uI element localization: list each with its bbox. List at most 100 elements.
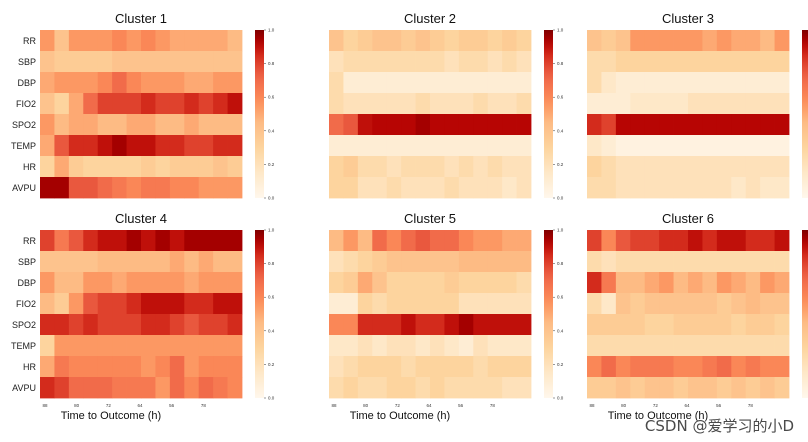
heatmap-cell [601,93,617,115]
heatmap-cell [644,272,660,294]
heatmap-cell [458,30,474,52]
heatmap-cell [644,293,660,315]
heatmap-cell [659,93,674,115]
heatmap-cell [126,377,142,399]
heatmap-cell [502,156,517,178]
heatmap-cell [702,156,718,178]
heatmap-cell [587,93,602,115]
heatmap-cell [401,51,416,73]
heatmap-cell [587,335,602,357]
heatmap-cell [601,335,617,357]
heatmap-cell [745,72,761,94]
heatmap-cell [415,314,431,336]
heatmap-cell [54,272,70,294]
heatmap-cell [329,314,344,336]
heatmap-cell [430,114,445,136]
row-label-avpu: AVPU [12,383,36,393]
heatmap-cell [615,335,631,357]
heatmap-cell [745,93,761,115]
row-label-temp: TEMP [11,141,36,151]
heatmap-cell [502,177,517,199]
heatmap-cell [644,251,660,273]
heatmap-cell [198,335,214,357]
heatmap-cell [458,272,474,294]
heatmap-cell [372,51,388,73]
heatmap-cell [401,377,416,399]
heatmap-cell [659,72,674,94]
heatmap-cell [83,272,99,294]
heatmap-cell [615,30,631,52]
heatmap-cell [644,72,660,94]
heatmap-cell [343,314,359,336]
heatmap-cell [760,335,775,357]
heatmap-cell [386,251,402,273]
heatmap-cell [68,51,84,73]
heatmap-cell [702,377,718,399]
heatmap-cell [68,335,84,357]
heatmap-cell [745,177,761,199]
heatmap-cell [40,356,55,378]
heatmap-cell [587,177,602,199]
heatmap-cell [702,135,718,157]
heatmap-cell [213,230,228,252]
heatmap-cell [688,377,703,399]
heatmap-cell [716,335,732,357]
heatmap-cell [40,335,55,357]
heatmap-cell [386,114,402,136]
heatmap-cell [774,335,790,357]
heatmap-cell [169,135,185,157]
x-tick-label: 78 [490,403,496,408]
heatmap-cell [502,335,517,357]
heatmap-cell [716,156,732,178]
heatmap-cell [516,177,532,199]
heatmap-cell [343,135,359,157]
heatmap-cell [112,135,127,157]
heatmap-cell [615,377,631,399]
heatmap-cell [155,135,171,157]
heatmap-cell [54,377,70,399]
heatmap-cell [731,293,747,315]
heatmap-cell [198,51,214,73]
heatmap-cell [601,230,617,252]
heatmap-cell [97,251,113,273]
heatmap-cell [774,156,790,178]
heatmap-cell [458,251,474,273]
heatmap-cell [141,377,156,399]
heatmap-cell [68,30,84,52]
heatmap-cell [68,177,84,199]
heatmap-cell [40,156,55,178]
heatmap-cell [415,135,431,157]
heatmap-cell [343,72,359,94]
heatmap-cell [659,30,674,52]
heatmap-cell [357,114,373,136]
heatmap-cell [213,72,228,94]
heatmap-cell [473,93,489,115]
heatmap-cell [155,93,171,115]
heatmap-cell [40,251,55,273]
heatmap-cell [601,114,617,136]
heatmap-cell [673,293,689,315]
heatmap-cell [430,135,445,157]
heatmap-cell [673,251,689,273]
heatmap-cell [615,51,631,73]
heatmap-cell [112,272,127,294]
heatmap-cell [40,114,55,136]
heatmap-cell [473,177,489,199]
heatmap-cell [760,272,775,294]
heatmap-cell [386,135,402,157]
heatmap-cell [444,272,460,294]
heatmap-cell [329,356,344,378]
heatmap-cell [731,230,747,252]
heatmap-cell [386,377,402,399]
heatmap-cell [184,156,200,178]
heatmap-cell [401,335,416,357]
heatmap-cell [731,272,747,294]
heatmap-cell [430,230,445,252]
heatmap-cell [745,156,761,178]
heatmap-cell [444,114,460,136]
heatmap-cell [430,335,445,357]
heatmap-cell [444,335,460,357]
heatmap-cell [97,314,113,336]
heatmap-cell [430,251,445,273]
x-tick-label: 72 [106,403,112,408]
